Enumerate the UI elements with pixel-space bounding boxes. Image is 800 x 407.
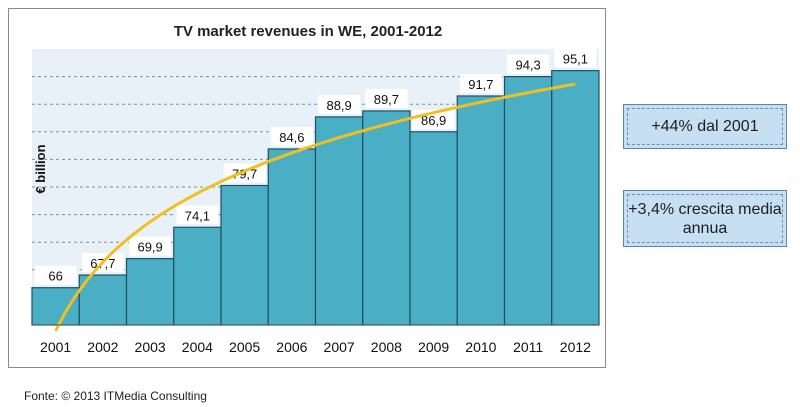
data-label-bg <box>507 54 550 74</box>
data-label-bg <box>270 126 313 146</box>
data-label: 88,9 <box>326 98 351 113</box>
bar <box>362 110 411 326</box>
data-label: 74,1 <box>185 208 210 223</box>
annual-growth-callout-text: +3,4% crescita media annua <box>628 200 782 237</box>
data-label: 91,7 <box>468 77 493 92</box>
annual-growth-callout: +3,4% crescita media annua <box>623 190 787 247</box>
x-tick-label: 2008 <box>371 339 402 355</box>
data-label: 69,9 <box>137 240 162 255</box>
x-tick-label: 2005 <box>229 339 260 355</box>
chart-frame: TV market revenues in WE, 2001-2012 66 67… <box>8 8 606 368</box>
data-label: 84,6 <box>279 130 304 145</box>
x-tick-label: 2001 <box>40 339 71 355</box>
data-label-bg <box>176 205 219 225</box>
chart-title: TV market revenues in WE, 2001-2012 <box>173 23 443 40</box>
x-tick-label: 2004 <box>182 339 213 355</box>
bar <box>456 95 506 326</box>
data-label-bg <box>459 73 502 93</box>
data-label: 89,7 <box>374 92 399 107</box>
x-tick-label: 2007 <box>324 339 355 355</box>
x-tick-label: 2006 <box>276 339 307 355</box>
trend-line <box>54 82 576 332</box>
x-tick-label: 2011 <box>513 339 543 355</box>
source-note: Fonte: © 2013 ITMedia Consulting <box>24 389 207 403</box>
bar <box>267 148 317 326</box>
x-tick-label: 2010 <box>465 339 496 355</box>
x-tick-label: 2012 <box>560 339 591 355</box>
bar <box>220 184 269 326</box>
data-label: 86,9 <box>421 113 446 128</box>
data-label: 66 <box>48 269 62 284</box>
growth-callout-text: +44% dal 2001 <box>651 118 759 135</box>
data-label-bg <box>129 236 172 256</box>
bar <box>314 116 364 326</box>
data-label-bg <box>34 265 77 285</box>
bar <box>503 75 553 326</box>
data-label-bg <box>554 48 597 68</box>
bar <box>125 258 175 326</box>
x-tick-label: 2003 <box>135 339 166 355</box>
x-tick-label: 2002 <box>87 339 118 355</box>
data-label-bg <box>365 88 408 108</box>
growth-callout: +44% dal 2001 <box>623 104 787 149</box>
bar <box>409 131 458 326</box>
data-label: 94,3 <box>515 58 540 73</box>
data-label-bg <box>318 94 361 114</box>
data-label: 95,1 <box>563 52 588 67</box>
data-label: 79,7 <box>232 167 257 182</box>
y-axis-label: € billion <box>33 144 48 193</box>
bar <box>551 70 600 326</box>
x-tick-label: 2009 <box>418 339 449 355</box>
bar <box>173 226 222 326</box>
bar <box>31 287 80 326</box>
